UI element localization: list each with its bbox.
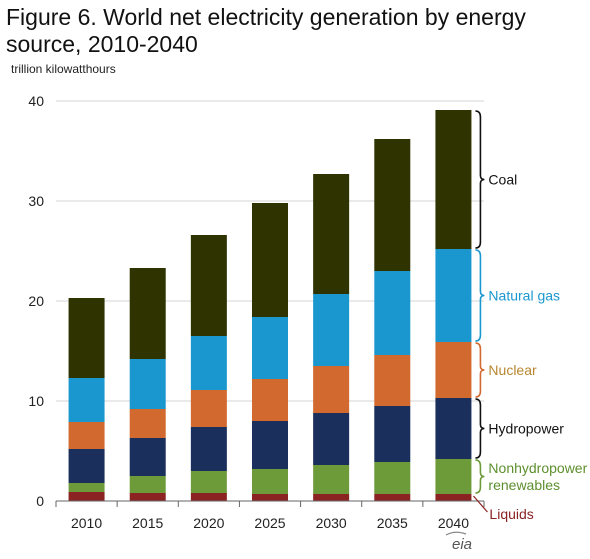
bar-segment	[313, 174, 350, 294]
bar-segment	[435, 342, 472, 398]
y-tick-label: 30	[28, 193, 44, 209]
y-tick-label: 20	[28, 293, 44, 309]
legend-bracket	[475, 398, 485, 459]
eia-logo-text: eia	[452, 536, 472, 553]
bar-segment	[313, 494, 350, 501]
bar-segment	[190, 493, 227, 501]
x-tick-label: 2035	[377, 515, 408, 531]
legend-pointer	[472, 495, 488, 513]
bar-segment	[374, 494, 411, 501]
bar-segment	[313, 465, 350, 494]
x-axis-ticks: 2010 2015 2020 2025 2030 2035 2040	[71, 515, 469, 531]
bar-segment	[68, 483, 105, 492]
bar-segment	[252, 203, 288, 317]
bar-segment	[129, 476, 166, 493]
bar-segment	[190, 336, 227, 390]
bar-segment	[252, 317, 288, 379]
legend-label: Hydropower	[488, 421, 564, 437]
x-axis	[55, 500, 485, 507]
bar-segment	[313, 366, 350, 413]
bar-segment	[435, 398, 472, 459]
bar-segment	[68, 422, 105, 449]
bar-segment	[374, 355, 411, 406]
bar-segment	[252, 494, 288, 501]
bar-segment	[68, 298, 105, 378]
bar-segment	[435, 494, 472, 501]
y-axis-ticks: 0 10 20 30 40	[28, 93, 44, 509]
y-axis-unit-label: trillion kilowatthours	[11, 62, 116, 76]
legend-label: Liquids	[489, 506, 533, 522]
x-tick-label: 2010	[71, 515, 102, 531]
bar-segment	[68, 449, 105, 483]
legend-bracket	[475, 342, 485, 398]
legend-bracket	[475, 459, 485, 494]
x-tick-label: 2040	[438, 515, 469, 531]
x-tick-label: 2015	[132, 515, 163, 531]
eia-logo: eia	[445, 531, 472, 553]
legend-label: Nuclear	[488, 362, 537, 378]
bar-segment	[129, 268, 166, 359]
bar-segment	[252, 421, 288, 469]
bars	[68, 110, 472, 501]
bar-segment	[374, 462, 411, 494]
bar-segment	[374, 406, 411, 462]
bar-segment	[129, 438, 166, 476]
legend-label: renewables	[488, 477, 560, 493]
legend-bracket	[475, 249, 485, 342]
y-tick-label: 40	[28, 93, 44, 109]
legend-label: Natural gas	[488, 288, 560, 304]
y-tick-label: 0	[36, 493, 44, 509]
x-tick-label: 2020	[193, 515, 224, 531]
bar-segment	[190, 471, 227, 493]
bar-segment	[313, 413, 350, 465]
bar-segment	[129, 409, 166, 438]
bar-segment	[252, 469, 288, 494]
legend-bracket	[475, 110, 485, 249]
legend-label: Nonhydropower	[488, 460, 587, 476]
bar-segment	[313, 294, 350, 366]
chart-title: Figure 6. World net electricity generati…	[6, 4, 526, 57]
bar-segment	[68, 492, 105, 501]
bar-segment	[374, 271, 411, 355]
bar-segment	[190, 427, 227, 471]
bar-segment	[68, 378, 105, 422]
bar-segment	[374, 139, 411, 271]
x-tick-label: 2030	[316, 515, 347, 531]
bar-segment	[190, 390, 227, 427]
bar-segment	[129, 493, 166, 501]
y-tick-label: 10	[28, 393, 44, 409]
bar-segment	[252, 379, 288, 421]
legend-label: Coal	[488, 172, 517, 188]
eia-logo-swoosh	[445, 531, 467, 536]
bar-segment	[190, 235, 227, 336]
x-tick-label: 2025	[254, 515, 285, 531]
legend: Coal Natural gas Nuclear Hydropower Nonhydro…	[472, 110, 588, 522]
bar-segment	[435, 110, 472, 249]
bar-segment	[435, 459, 472, 494]
bar-segment	[435, 249, 472, 342]
bar-segment	[129, 359, 166, 409]
